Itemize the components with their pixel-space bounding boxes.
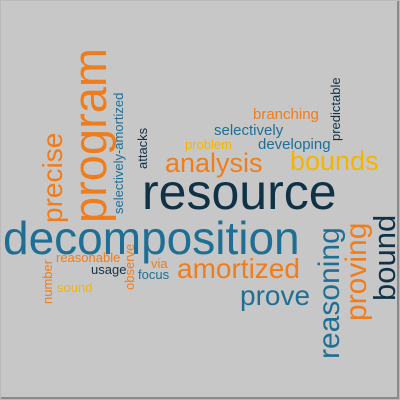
word-bound: bound [367,214,400,301]
word-number: number [40,259,55,304]
word-selectively-amortized: selectively-amortized [111,92,126,214]
word-resource: resource [142,164,337,220]
word-amortized: amortized [177,253,300,284]
word-bounds: bounds [290,146,379,176]
word-problem: problem [185,137,232,152]
word-analysis: analysis [165,148,263,178]
word-observe: observe [122,243,137,290]
word-predictable: predictable [328,77,343,141]
word-prove: prove [240,280,311,311]
word-branching: branching [253,106,319,123]
word-usage: usage [91,262,127,277]
word-attacks: attacks [135,127,150,169]
word-selectively: selectively [214,122,284,139]
word-focus: focus [138,267,170,282]
word-decomposition: decomposition [3,212,300,264]
word-reasonable: reasonable [56,250,121,265]
word-developing: developing [258,136,331,153]
word-precise: precise [37,132,68,223]
word-via: via [151,256,168,271]
word-program: program [63,47,116,223]
word-sound: sound [57,280,93,295]
